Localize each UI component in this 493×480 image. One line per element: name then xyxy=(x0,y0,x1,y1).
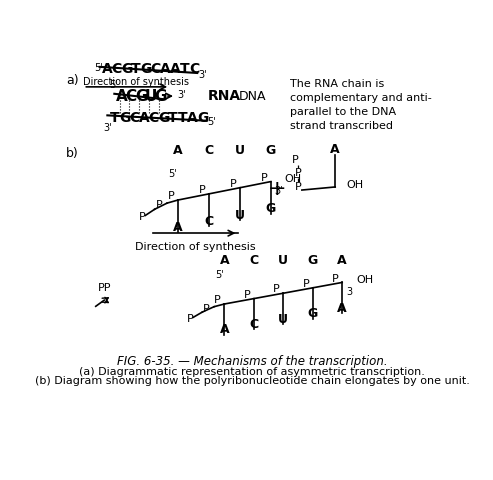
Text: P: P xyxy=(260,173,267,183)
Text: 5': 5' xyxy=(94,62,103,72)
Text: 3': 3' xyxy=(199,70,208,80)
Text: C: C xyxy=(111,62,122,76)
Text: G: G xyxy=(158,111,170,125)
Text: OH: OH xyxy=(356,275,373,285)
Text: C: C xyxy=(150,62,161,76)
Text: U: U xyxy=(235,144,245,156)
Text: G: G xyxy=(135,89,148,104)
Text: U: U xyxy=(278,312,288,325)
Text: A: A xyxy=(219,324,229,336)
Text: P: P xyxy=(156,201,163,210)
Text: PP: PP xyxy=(98,283,111,293)
Text: A: A xyxy=(219,253,229,266)
Text: G: G xyxy=(141,62,152,76)
Text: G: G xyxy=(308,307,318,320)
Text: T: T xyxy=(109,111,119,125)
Text: 3': 3' xyxy=(177,90,186,100)
Text: P: P xyxy=(295,182,301,192)
Text: T: T xyxy=(168,111,177,125)
Text: A: A xyxy=(337,253,347,266)
Text: A: A xyxy=(173,144,183,156)
Text: G: G xyxy=(266,203,276,216)
Text: 3': 3' xyxy=(104,123,112,133)
Text: A: A xyxy=(102,62,113,76)
Text: P: P xyxy=(291,155,298,165)
Text: P: P xyxy=(302,279,309,289)
Text: 3: 3 xyxy=(346,287,352,297)
Text: P: P xyxy=(199,185,205,195)
Text: P: P xyxy=(273,284,280,294)
Text: G: G xyxy=(308,253,318,266)
Text: P: P xyxy=(139,212,145,222)
Text: FIG. 6-35. — Mechanisms of the transcription.: FIG. 6-35. — Mechanisms of the transcrip… xyxy=(117,355,387,368)
Text: A: A xyxy=(173,221,183,234)
Text: T: T xyxy=(179,62,189,76)
Text: P: P xyxy=(168,191,174,201)
Text: A: A xyxy=(337,302,347,315)
Text: C: C xyxy=(126,89,137,104)
Text: C: C xyxy=(129,111,140,125)
Text: P: P xyxy=(203,304,210,314)
Text: A: A xyxy=(116,89,128,104)
Text: P: P xyxy=(186,314,193,324)
Text: G: G xyxy=(155,89,167,104)
Text: DNA: DNA xyxy=(238,90,266,103)
Text: G: G xyxy=(121,62,133,76)
Text: U: U xyxy=(145,89,157,104)
Text: U: U xyxy=(278,253,288,266)
Text: b): b) xyxy=(66,147,79,160)
Text: OH: OH xyxy=(285,174,302,184)
Text: G: G xyxy=(119,111,131,125)
Text: P: P xyxy=(332,274,339,284)
Text: Direction of synthesis: Direction of synthesis xyxy=(135,242,255,252)
Text: a): a) xyxy=(66,74,79,87)
Text: C: C xyxy=(189,62,199,76)
Text: The RNA chain is
complementary and anti-
parallel to the DNA
strand transcribed: The RNA chain is complementary and anti-… xyxy=(290,79,432,131)
Text: C: C xyxy=(204,144,213,156)
Text: A: A xyxy=(187,111,198,125)
Text: C: C xyxy=(148,111,159,125)
Text: Direction of synthesis: Direction of synthesis xyxy=(83,77,189,87)
Text: A: A xyxy=(160,62,171,76)
Text: C: C xyxy=(249,253,258,266)
Text: G: G xyxy=(266,144,276,156)
Text: C: C xyxy=(204,215,213,228)
Text: 3': 3' xyxy=(275,186,283,196)
Text: OH: OH xyxy=(346,180,363,190)
Text: T: T xyxy=(177,111,187,125)
Text: U: U xyxy=(235,209,245,222)
Text: +: + xyxy=(268,179,286,199)
Text: 5': 5' xyxy=(169,169,177,179)
Text: P: P xyxy=(244,290,250,300)
Text: A: A xyxy=(139,111,149,125)
Text: 5': 5' xyxy=(109,80,118,90)
Text: P: P xyxy=(230,179,236,189)
Text: (b) Diagram showing how the polyribonucleotide chain elongates by one unit.: (b) Diagram showing how the polyribonucl… xyxy=(35,376,470,386)
Text: 5': 5' xyxy=(208,117,216,127)
Text: P: P xyxy=(295,168,301,178)
Text: G: G xyxy=(197,111,208,125)
Text: RNA: RNA xyxy=(208,89,241,103)
Text: C: C xyxy=(249,318,258,331)
Text: A: A xyxy=(330,143,340,156)
Text: A: A xyxy=(170,62,180,76)
Text: P: P xyxy=(214,295,221,305)
Text: (a) Diagrammatic representation of asymmetric transcription.: (a) Diagrammatic representation of asymm… xyxy=(79,367,425,377)
Text: 5': 5' xyxy=(215,270,224,280)
Text: T: T xyxy=(131,62,141,76)
